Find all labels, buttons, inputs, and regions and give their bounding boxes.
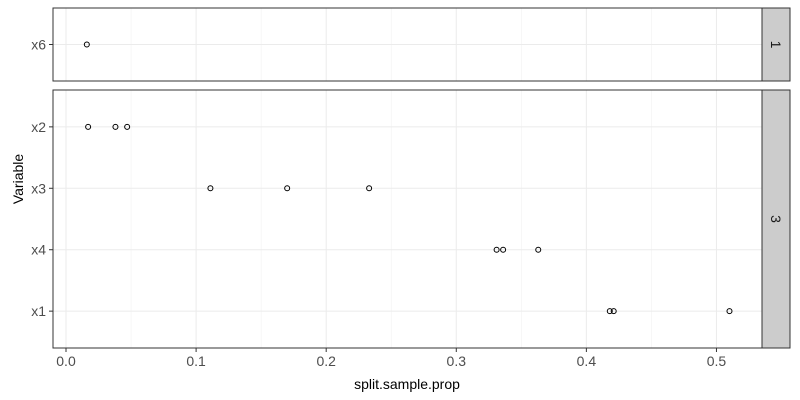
y-axis-title: Variable [10,154,26,205]
x-tick-label: 0.5 [707,353,727,369]
data-point-x2 [112,123,119,130]
x-axis: 0.0 0.1 0.2 0.3 0.4 0.5 [56,348,726,369]
facet-panel-1: x6 1 [31,7,791,82]
y-tick-label: x4 [31,242,46,258]
data-point-x1 [610,308,617,315]
x-tick-label: 0.2 [316,353,336,369]
facet-strip [761,89,791,349]
panel-background [53,90,762,348]
data-point-x3 [366,185,373,192]
y-tick-label: x2 [31,119,46,135]
data-point-x2 [124,123,131,130]
data-point-x1 [726,308,733,315]
panels-layer: x6 1 x2 x3 x4 x1 3 [31,7,791,349]
data-point-x4 [500,246,507,253]
facet-panel-2: x2 x3 x4 x1 3 [31,89,791,349]
data-point-x3 [284,185,291,192]
data-point-x3 [207,185,214,192]
data-point-x4 [535,246,542,253]
x-tick-label: 0.1 [186,353,206,369]
x-tick-label: 0.4 [577,353,597,369]
y-tick-label: x6 [31,37,46,53]
y-tick-label: x3 [31,180,46,196]
x-axis-title: split.sample.prop [354,376,460,392]
facet-strip-label: 3 [768,215,784,223]
facet-strip [761,7,791,82]
data-point-x4 [493,246,500,253]
facet-strip-label: 1 [768,41,784,49]
x-tick-label: 0.3 [447,353,467,369]
data-point-x1 [606,308,613,315]
data-point-x6 [83,41,90,48]
y-tick-label: x1 [31,303,46,319]
data-point-x2 [85,123,92,130]
x-tick-label: 0.0 [56,353,76,369]
